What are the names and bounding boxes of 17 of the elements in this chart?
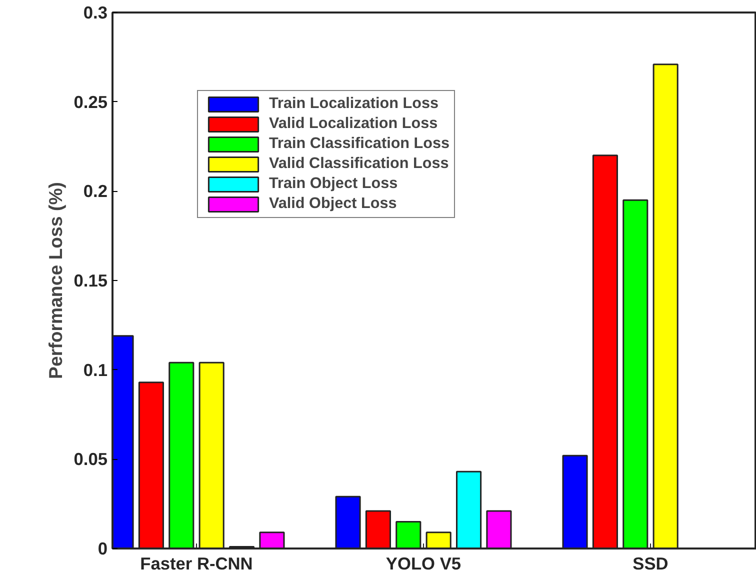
y-tick-label: 0.25 (74, 92, 108, 112)
y-tick-label: 0.3 (83, 2, 108, 22)
legend-label: Train Object Loss (269, 175, 398, 193)
legend-label: Valid Localization Loss (269, 115, 438, 133)
x-tick-label: YOLO V5 (386, 554, 462, 574)
legend-label: Valid Classification Loss (269, 155, 449, 173)
y-tick-label: 0.1 (83, 360, 108, 380)
legend-label: Valid Object Loss (269, 195, 397, 213)
y-tick-label: 0.2 (83, 181, 108, 202)
x-tick-label: Faster R-CNN (140, 554, 253, 574)
legend-label: Train Localization Loss (269, 95, 438, 113)
y-tick-label: 0.15 (74, 270, 108, 290)
y-tick-label: 0.05 (74, 449, 108, 470)
y-axis-title: Performance Loss (%) (44, 182, 66, 379)
y-tick-label: 0 (98, 538, 108, 558)
x-tick-label: SSD (632, 554, 668, 574)
legend-label: Train Classification Loss (269, 135, 450, 153)
